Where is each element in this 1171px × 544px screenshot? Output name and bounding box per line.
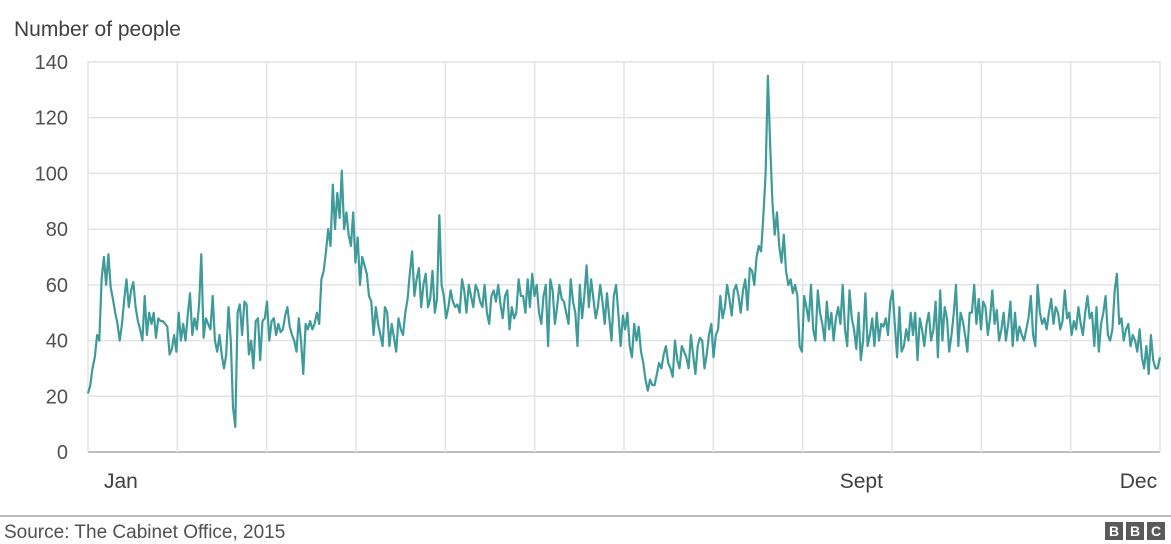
y-tick-label: 40 xyxy=(46,331,68,353)
x-tick-label: Jan xyxy=(104,470,138,493)
logo-letter: B xyxy=(1126,522,1144,540)
y-tick-label: 60 xyxy=(46,275,68,297)
x-axis-labels: Jan Sept Dec xyxy=(104,470,1157,493)
x-tick-label: Sept xyxy=(840,470,883,493)
y-tick-label: 120 xyxy=(35,108,68,130)
bbc-logo: B B C xyxy=(1105,522,1165,540)
y-tick-label: 20 xyxy=(46,386,68,408)
series-layer xyxy=(86,74,1162,428)
y-axis-title: Number of people xyxy=(14,18,181,41)
y-tick-label: 140 xyxy=(35,52,68,74)
x-tick-label: Dec xyxy=(1120,470,1157,493)
series-line xyxy=(86,74,1162,428)
y-axis-ticks: 0 20 40 60 80 100 120 140 xyxy=(35,52,68,464)
y-tick-label: 0 xyxy=(57,442,68,464)
source-note: Source: The Cabinet Office, 2015 xyxy=(4,522,286,543)
line-chart: Number of people 0 20 40 60 80 100 120 140 Jan S… xyxy=(14,18,1162,493)
footer-divider xyxy=(0,515,1171,517)
logo-letter: B xyxy=(1105,522,1123,540)
logo-letter: C xyxy=(1147,522,1165,540)
grid xyxy=(87,61,1161,453)
y-tick-label: 100 xyxy=(35,163,68,185)
y-tick-label: 80 xyxy=(46,219,68,241)
